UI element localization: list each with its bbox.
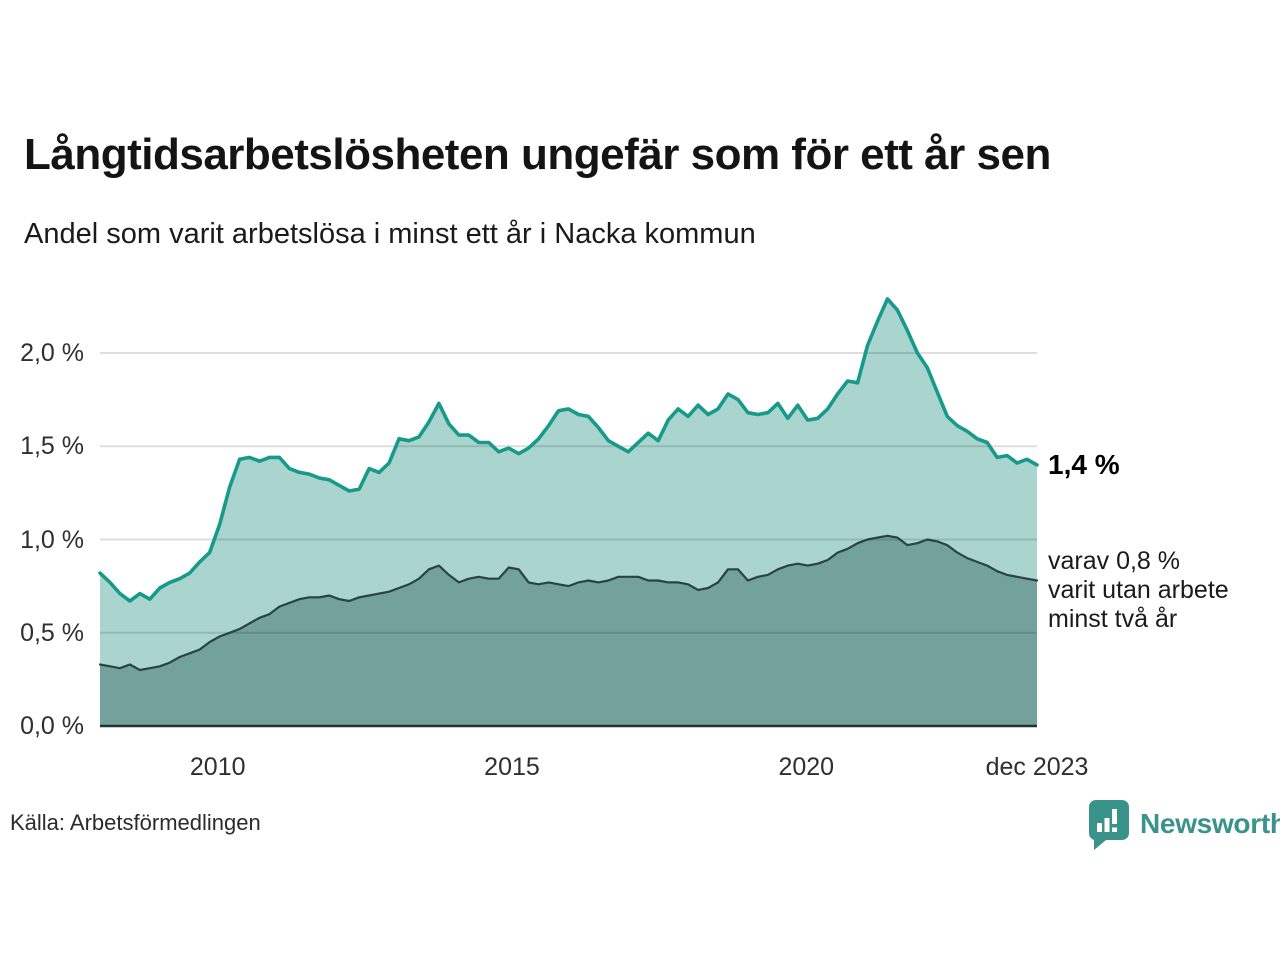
exclamation-bar (1112, 809, 1117, 824)
x-axis-tick: dec 2023 (985, 753, 1089, 781)
annotation-line: varit utan arbete (1048, 576, 1229, 604)
exclamation-dot (1112, 827, 1117, 832)
bar-medium (1104, 818, 1110, 832)
x-axis-tick: 2010 (189, 753, 246, 781)
page-title: Långtidsarbetslösheten ungefär som för e… (24, 130, 1051, 179)
y-axis-tick: 1,5 % (20, 432, 84, 461)
y-axis-tick: 1,0 % (20, 525, 84, 554)
y-axis-tick: 0,0 % (20, 712, 84, 740)
y-axis-tick: 2,0 % (20, 339, 84, 367)
bar-small (1097, 823, 1102, 832)
secondary-series-annotation: varav 0,8 % varit utan arbete minst två … (1048, 547, 1268, 634)
newsworthy-icon (1089, 800, 1129, 850)
annotation-line: minst två år (1048, 605, 1178, 633)
series-line-0 (98, 297, 1039, 603)
series-line-1 (98, 534, 1039, 672)
y-axis-tick: 0,5 % (20, 618, 84, 647)
latest-value-label: 1,4 % (1048, 449, 1120, 480)
brand-name: Newsworthy (1140, 808, 1280, 839)
annotation-line: varav 0,8 % (1048, 547, 1181, 575)
page-subtitle: Andel som varit arbetslösa i minst ett å… (24, 218, 756, 250)
x-axis-tick: 2020 (778, 753, 835, 781)
x-axis-tick: 2015 (484, 753, 540, 781)
source-caption: Källa: Arbetsförmedlingen (10, 810, 261, 835)
series-area-1 (100, 535, 1037, 726)
brand-logo: Newsworthy (1086, 798, 1280, 850)
